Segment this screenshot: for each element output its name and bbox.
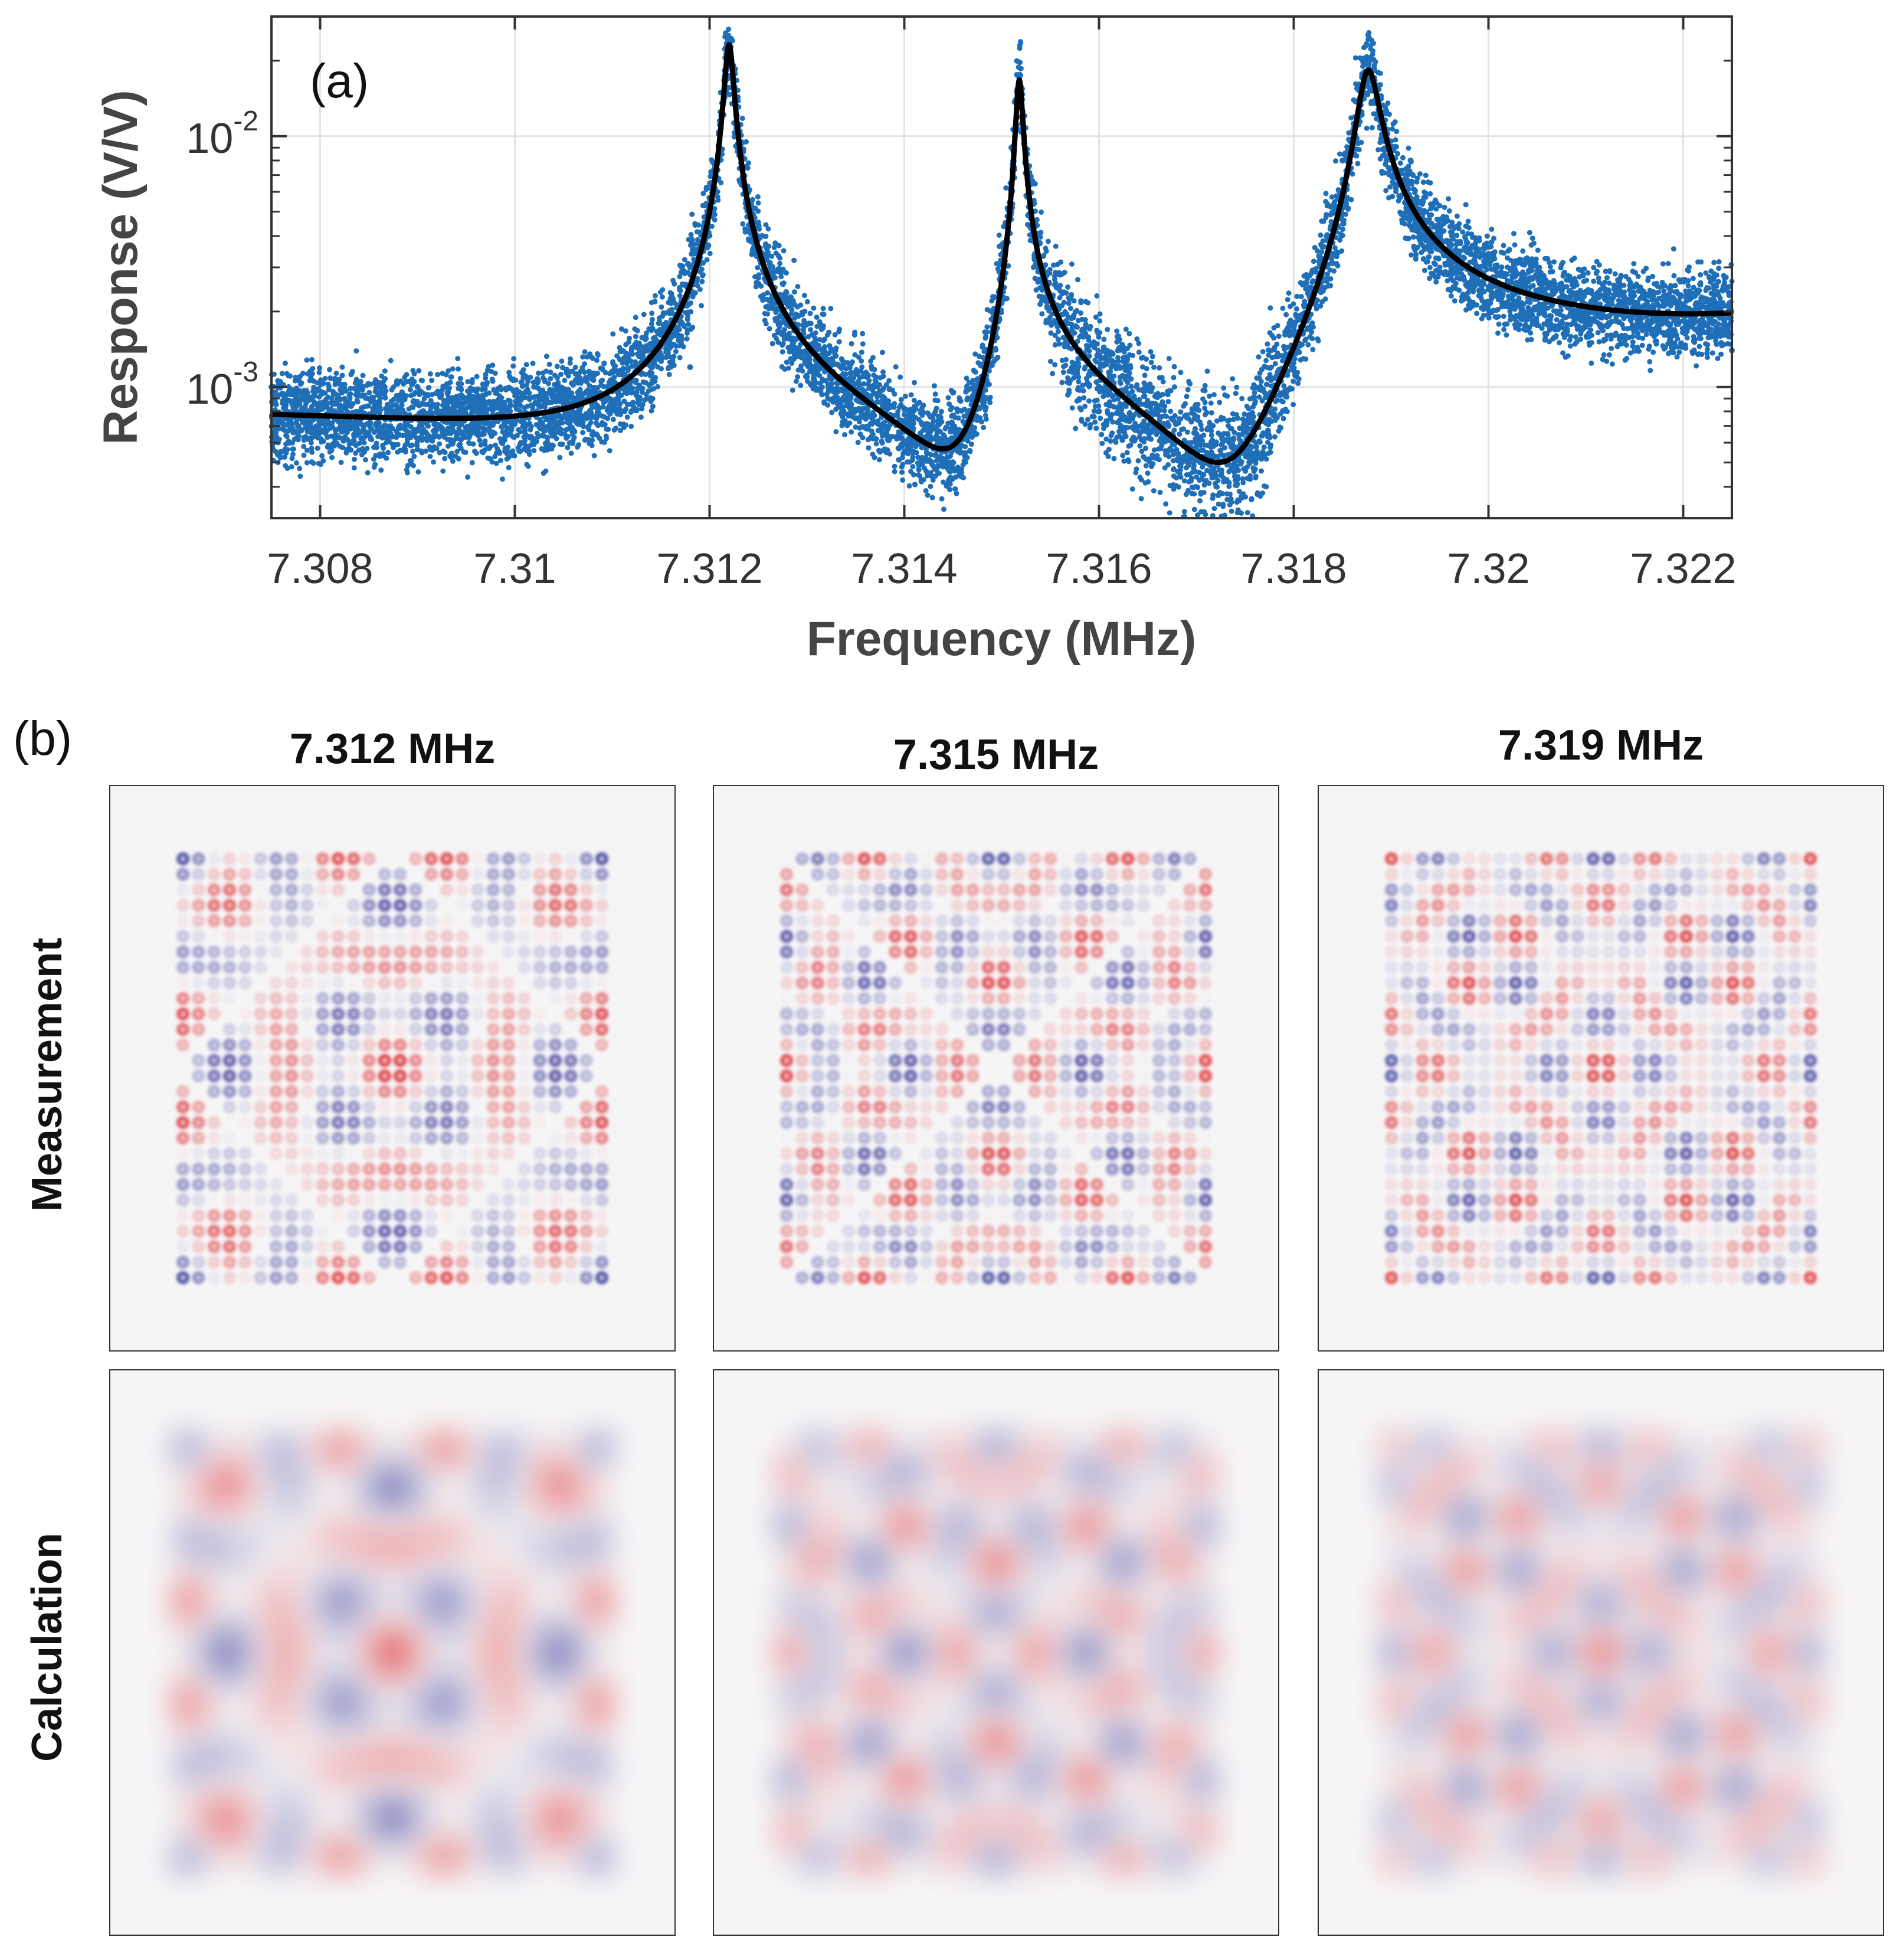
y-axis-ticks: 10-3 10-2 bbox=[186, 15, 1732, 519]
column-title-7315: 7.315 MHz bbox=[893, 731, 1099, 778]
x-tick-label: 7.318 bbox=[1240, 545, 1347, 593]
measured-mode-field bbox=[176, 852, 608, 1284]
column-title-7312: 7.312 MHz bbox=[289, 725, 496, 773]
data-point bbox=[1096, 408, 1102, 414]
measurement-map-7315 bbox=[713, 785, 1279, 1352]
data-point bbox=[1047, 320, 1053, 326]
calculated-mode-field bbox=[779, 1435, 1214, 1870]
calculated-mode-field bbox=[175, 1435, 610, 1870]
measured-mode-field bbox=[780, 852, 1212, 1284]
data-point bbox=[804, 374, 810, 380]
y-tick-label: 10-3 bbox=[186, 356, 258, 413]
calculated-mode-field bbox=[1384, 1435, 1819, 1870]
calculation-map-7319 bbox=[1318, 1369, 1884, 1936]
data-point bbox=[414, 384, 421, 390]
data-point bbox=[1193, 431, 1200, 437]
data-point bbox=[950, 390, 956, 396]
calculation-map-7312 bbox=[109, 1369, 676, 1936]
column-title-7319: 7.319 MHz bbox=[1498, 722, 1704, 769]
x-axis-ticks: 7.308 7.31 7.312 7.314 7.316 7.318 7.32 7.322 bbox=[267, 17, 1737, 593]
panel-a-label: (a) bbox=[310, 54, 369, 108]
x-tick-label: 7.32 bbox=[1447, 545, 1529, 593]
measured-mode-field bbox=[1385, 852, 1817, 1284]
calculation-map-7315 bbox=[713, 1369, 1279, 1936]
data-point bbox=[687, 364, 693, 371]
x-tick-label: 7.31 bbox=[473, 545, 556, 593]
fit-curve bbox=[269, 42, 1734, 466]
y-axis-label: Response (V/V) bbox=[94, 90, 148, 444]
data-point bbox=[1485, 284, 1492, 290]
data-point bbox=[1339, 157, 1345, 163]
data-point bbox=[1583, 320, 1589, 326]
data-point bbox=[1290, 320, 1297, 326]
y-tick-label: 10-2 bbox=[186, 106, 258, 162]
x-tick-label: 7.314 bbox=[851, 545, 957, 593]
panel-b-label: (b) bbox=[13, 712, 73, 765]
x-axis-label: Frequency (MHz) bbox=[807, 612, 1197, 666]
grid-lines bbox=[271, 17, 1732, 518]
x-tick-label: 7.316 bbox=[1046, 545, 1152, 593]
measurement-map-7319 bbox=[1318, 785, 1884, 1352]
data-point bbox=[1407, 157, 1414, 163]
response-spectrum-plot: 7.308 7.31 7.312 7.314 7.316 7.318 7.32 7.322 1… bbox=[94, 15, 1737, 666]
x-tick-label: 7.308 bbox=[267, 545, 373, 593]
measurement-map-7312 bbox=[109, 785, 676, 1352]
x-tick-label: 7.322 bbox=[1630, 545, 1736, 593]
row-label-measurement: Measurement bbox=[24, 937, 71, 1212]
x-tick-label: 7.312 bbox=[656, 545, 762, 593]
row-label-calculation: Calculation bbox=[24, 1532, 71, 1762]
